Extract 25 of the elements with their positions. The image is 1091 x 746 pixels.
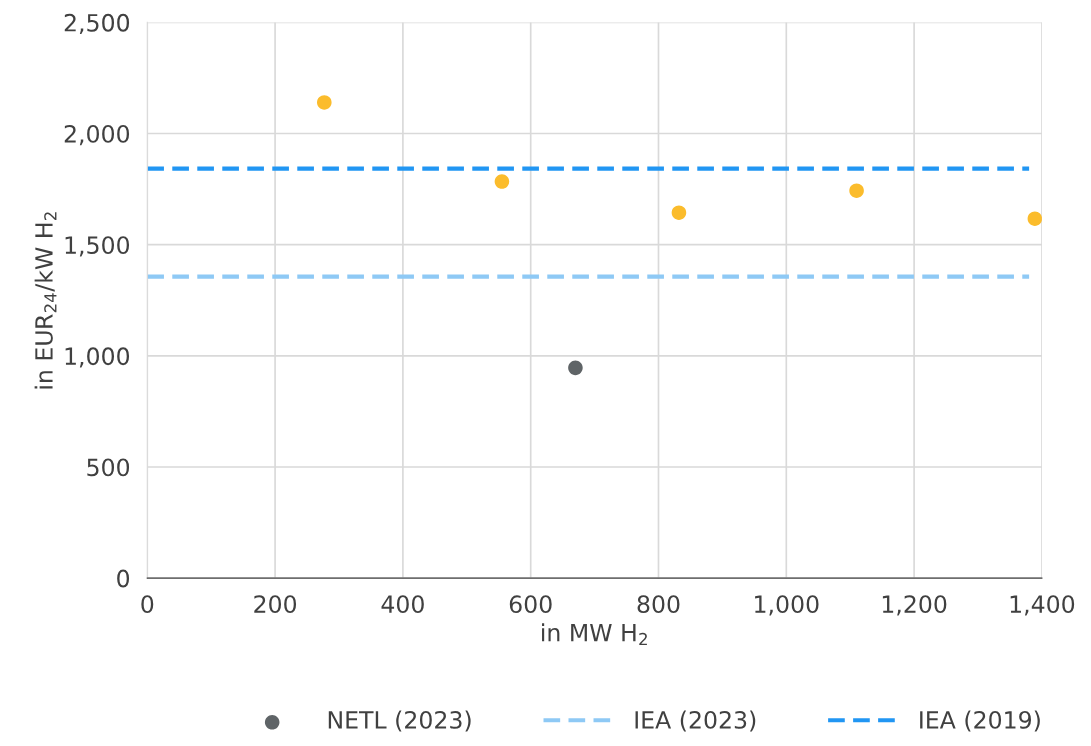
y-tick-label: 2,500	[64, 13, 130, 35]
y-tick-label: 1,500	[65, 236, 130, 257]
x-axis-title: in MW H$_{2}$	[542, 623, 647, 646]
point	[849, 183, 864, 198]
legend-label: NETL (2023)	[328, 710, 471, 732]
point	[671, 205, 687, 220]
y-tick-label: 1,000	[65, 347, 130, 368]
point	[568, 360, 583, 376]
x-tick-label: 800	[637, 595, 680, 614]
x-tick-label: 600	[509, 595, 552, 614]
point	[317, 95, 332, 110]
y-tick-label: 500	[87, 458, 130, 477]
x-tick-label: 1,000	[755, 595, 819, 616]
x-tick-label: 1,400	[1010, 595, 1075, 616]
point	[1027, 211, 1042, 226]
legend-label: IEA (2019)	[920, 710, 1040, 732]
point	[494, 174, 510, 189]
y-tick-label: 2,000	[64, 124, 130, 146]
legend-label: IEA (2023)	[635, 710, 756, 732]
x-tick-label: 0	[141, 595, 154, 614]
x-tick-label: 400	[381, 595, 424, 614]
y-axis-title: in EUR$_{24}$/kW H$_{2}$	[34, 212, 57, 389]
y-tick-label: 0	[117, 569, 130, 588]
x-tick-label: 200	[254, 595, 297, 614]
x-tick-label: 1,200	[882, 595, 947, 616]
